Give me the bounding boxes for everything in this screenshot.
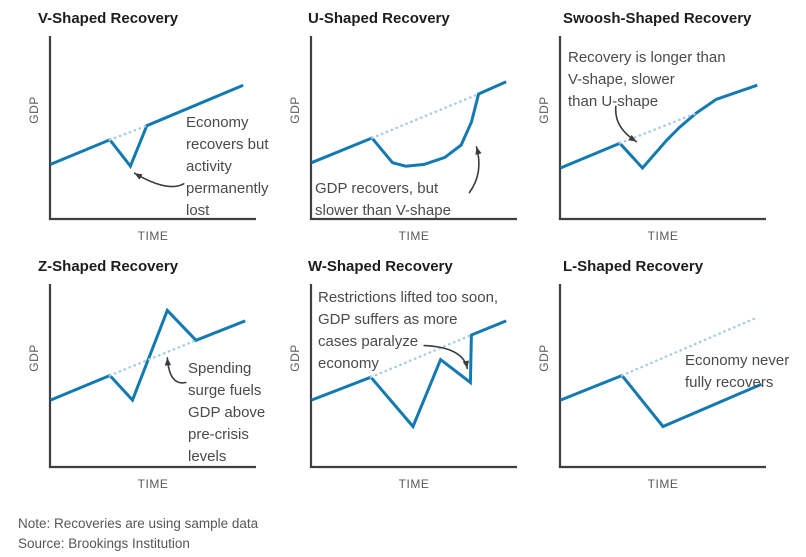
chart-panel-swoosh-shaped: Swoosh-Shaped Recovery GDP TIME Recovery… (537, 6, 790, 254)
x-axis-label: TIME (647, 477, 679, 491)
pre-crisis-trend-line (108, 339, 198, 377)
chart-plot (558, 36, 766, 221)
chart-plot (558, 284, 766, 469)
chart-plot (48, 284, 256, 469)
chart-annotation: GDP recovers, but slower than V-shape (315, 180, 451, 219)
annotation-arrowhead-icon (475, 146, 482, 155)
gdp-line (49, 83, 244, 170)
gdp-line (559, 83, 758, 171)
pre-crisis-trend-line (620, 316, 759, 377)
chart-panel-w-shaped: W-Shaped Recovery GDP TIME Restrictions … (288, 254, 541, 502)
y-axis-label: GDP (537, 96, 551, 124)
chart-panel-v-shaped: V-Shaped Recovery GDP TIME Economy recov… (27, 6, 280, 254)
chart-annotation: Spending surge fuels GDP above pre-crisi… (188, 360, 266, 465)
x-axis-label: TIME (137, 477, 169, 491)
chart-plot (309, 284, 517, 469)
chart-annotation: Recovery is longer than V-shape, slower … (568, 49, 726, 110)
chart-annotation: Restrictions lifted too soon, GDP suffer… (318, 289, 499, 372)
chart-title: U-Shaped Recovery (308, 10, 450, 27)
chart-plot (309, 36, 517, 221)
y-axis-label: GDP (27, 344, 41, 372)
chart-title: L-Shaped Recovery (563, 258, 704, 275)
annotation-arrowhead-icon (462, 360, 469, 369)
gdp-line (559, 373, 762, 429)
chart-panel-l-shaped: L-Shaped Recovery GDP TIME Economy never… (537, 254, 790, 502)
x-axis-label: TIME (137, 229, 169, 243)
annotation-arrowhead-icon (628, 134, 637, 142)
chart-panel-u-shaped: U-Shaped Recovery GDP TIME GDP recovers,… (288, 6, 541, 254)
pre-crisis-trend-line (370, 92, 480, 140)
x-axis-label: TIME (398, 477, 430, 491)
pre-crisis-trend-line (618, 112, 698, 145)
x-axis-label: TIME (647, 229, 679, 243)
pre-crisis-trend-line (369, 333, 473, 379)
y-axis-label: GDP (537, 344, 551, 372)
chart-plot (48, 36, 256, 221)
y-axis-label: GDP (288, 344, 302, 372)
annotation-arrow (166, 357, 187, 384)
y-axis-label: GDP (288, 96, 302, 124)
note-text: Note: Recoveries are using sample data (18, 516, 259, 531)
chart-title: Z-Shaped Recovery (38, 258, 179, 275)
chart-panel-z-shaped: Z-Shaped Recovery GDP TIME Spending surg… (27, 254, 280, 502)
chart-title: W-Shaped Recovery (308, 258, 453, 275)
source-text: Source: Brookings Institution (18, 536, 190, 551)
annotation-arrowhead-icon (134, 173, 143, 180)
y-axis-label: GDP (27, 96, 41, 124)
pre-crisis-trend-line (108, 124, 149, 142)
chart-title: Swoosh-Shaped Recovery (563, 10, 752, 27)
chart-title: V-Shaped Recovery (38, 10, 179, 27)
footnote: Note: Recoveries are using sample data S… (18, 514, 258, 554)
x-axis-label: TIME (398, 229, 430, 243)
chart-annotation: Economy never fully recovers (685, 352, 790, 391)
gdp-line (310, 80, 507, 168)
chart-annotation: Economy recovers but activity permanentl… (186, 114, 269, 219)
annotation-arrowhead-icon (164, 357, 172, 366)
gdp-line (49, 307, 246, 403)
